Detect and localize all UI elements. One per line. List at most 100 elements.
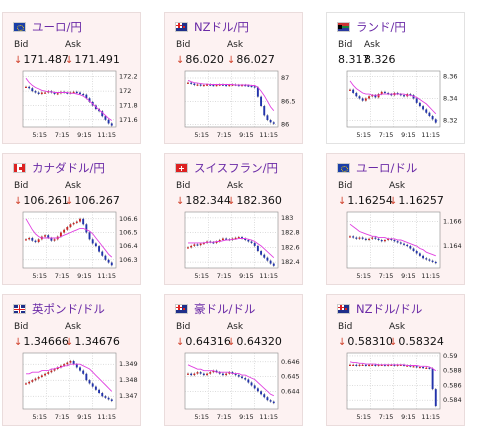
y-tick-label: 106.5 [119, 228, 138, 236]
candle [107, 119, 110, 124]
ch-flag [175, 163, 188, 173]
candle [266, 397, 269, 401]
rate-card[interactable]: 英ポンド/ドル Bid Ask ↓1.34666 ↓1.34676 1.349 1… [2, 294, 141, 426]
candle [412, 366, 415, 368]
y-tick-label: 1.164 [443, 242, 462, 250]
candle [196, 244, 199, 246]
down-arrow-icon: ↓ [227, 337, 236, 348]
candle [256, 388, 259, 392]
moving-average-line [349, 361, 437, 372]
candle [396, 241, 399, 243]
za-flag [337, 22, 350, 32]
candle [266, 115, 269, 120]
candle [263, 394, 266, 398]
candle [94, 243, 97, 247]
candle [422, 367, 425, 369]
rate-card[interactable]: NZドル/円 Bid Ask ↓86.020 ↓86.027 87 86.5 86 5… [164, 12, 303, 144]
candle [396, 364, 399, 366]
candle [31, 237, 34, 241]
ask-value: ↓1.34676 [65, 335, 120, 348]
candle [383, 91, 386, 94]
candle [98, 389, 101, 393]
candle [431, 116, 434, 120]
candle [361, 364, 364, 366]
candle [364, 364, 367, 366]
pair-title[interactable]: 豪ドル/ドル [194, 302, 256, 316]
candle [383, 240, 386, 242]
rate-card[interactable]: ユーロ/円 Bid Ask ↓171.487 ↓171.491 172.2 172… [2, 12, 141, 144]
candle [374, 237, 377, 239]
candle [82, 93, 85, 96]
candle [202, 373, 205, 376]
pair-title[interactable]: スイスフラン/円 [194, 161, 279, 175]
pair-title[interactable]: ユーロ/円 [32, 20, 82, 34]
candle [409, 94, 412, 96]
candle [88, 98, 91, 102]
candle [387, 364, 390, 366]
price-chart: 0.646 0.645 0.644 5:15 7:15 9:15 11:15 [184, 352, 300, 421]
bid-label: Bid [14, 181, 29, 191]
x-tick-label: 7:15 [217, 131, 232, 139]
candle [104, 116, 107, 120]
candle [69, 224, 72, 228]
y-tick-label: 172 [119, 87, 131, 95]
x-tick-label: 5:15 [32, 131, 47, 139]
y-tick-label: 182.6 [281, 243, 300, 251]
candle [349, 364, 351, 366]
down-arrow-icon: ↓ [14, 337, 23, 348]
bid-value: ↓1.16254 [338, 194, 393, 207]
x-tick-label: 11:15 [97, 413, 116, 421]
down-arrow-icon: ↓ [227, 196, 236, 207]
candle [371, 95, 374, 97]
bid-label: Bid [176, 322, 191, 332]
candle [272, 401, 275, 404]
candle [31, 88, 34, 92]
candle [403, 364, 405, 366]
candle [355, 237, 358, 239]
candle [396, 92, 399, 95]
candle [206, 84, 208, 86]
rate-card[interactable]: ランド/円 Bid Ask 8.317 8.326 8.36 8.34 8.32 5:… [326, 12, 465, 144]
pair-title[interactable]: 英ポンド/ドル [32, 302, 105, 316]
candle [25, 86, 27, 88]
y-tick-label: 171.6 [119, 116, 138, 124]
moving-average-line [26, 363, 113, 392]
candle [241, 85, 243, 87]
x-tick-label: 11:15 [259, 272, 278, 280]
ca-flag [13, 163, 26, 173]
candle [390, 364, 393, 366]
candle [234, 237, 237, 239]
candle [269, 400, 272, 402]
pair-title[interactable]: NZドル/円 [194, 20, 249, 34]
rate-card[interactable]: ユーロ/ドル Bid Ask ↓1.16254 ↓1.16257 1.166 1.… [326, 153, 465, 285]
x-tick-label: 9:15 [77, 272, 92, 280]
candle [199, 243, 202, 246]
moving-average-line [25, 77, 113, 121]
candle [209, 372, 212, 374]
y-tick-label: 182.8 [281, 229, 300, 237]
pair-title[interactable]: カナダドル/円 [32, 161, 105, 175]
candle [415, 366, 418, 368]
pair-title[interactable]: ユーロ/ドル [356, 161, 418, 175]
rate-card[interactable]: 豪ドル/ドル Bid Ask ↓0.64316 ↓0.64320 0.646 0.… [164, 294, 303, 426]
ask-label: Ask [227, 181, 244, 191]
candle [75, 364, 78, 368]
pair-title[interactable]: NZドル/ドル [356, 302, 423, 316]
x-tick-label: 9:15 [401, 272, 416, 280]
pair-title[interactable]: ランド/円 [356, 20, 406, 34]
candle [361, 237, 364, 239]
candle [79, 367, 81, 371]
rate-card[interactable]: カナダドル/円 Bid Ask ↓106.261 ↓106.267 106.6 1… [2, 153, 141, 285]
candle [101, 251, 104, 256]
moving-average-line [188, 238, 275, 259]
rate-card[interactable]: NZドル/ドル Bid Ask ↓0.58310 ↓0.58324 0.59 0.… [326, 294, 465, 426]
candle [187, 247, 189, 249]
candle [272, 122, 275, 124]
candle [79, 92, 81, 94]
x-tick-label: 9:15 [239, 413, 254, 421]
candle [412, 95, 415, 99]
candle [193, 244, 196, 246]
candle [85, 373, 88, 381]
x-tick-label: 11:15 [421, 272, 440, 280]
rate-card[interactable]: スイスフラン/円 Bid Ask ↓182.344 ↓182.360 183 18… [164, 153, 303, 285]
